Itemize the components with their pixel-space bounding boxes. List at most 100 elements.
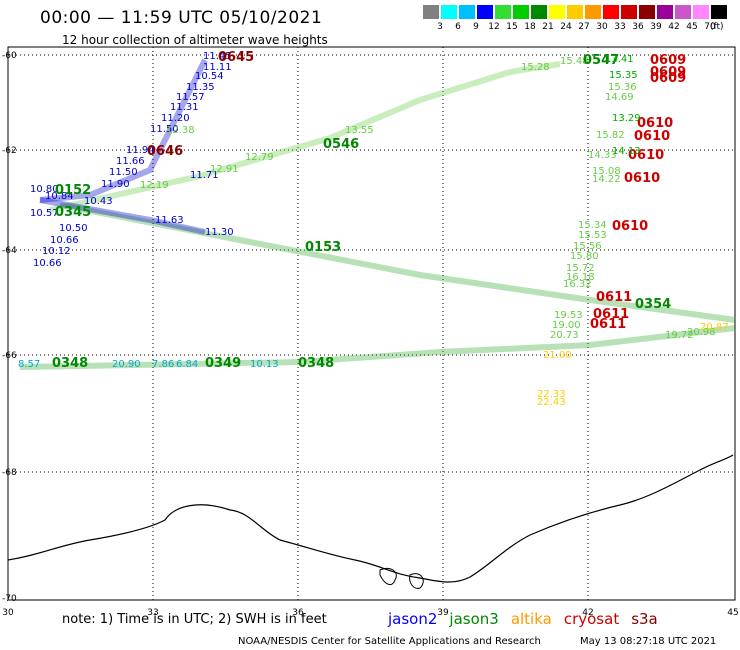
legend-altika: altika bbox=[510, 610, 552, 628]
wave-height-label: 15.56 bbox=[573, 241, 602, 252]
wave-height-label: 10.57 bbox=[30, 208, 59, 219]
wave-height-label: 11.63 bbox=[155, 215, 184, 226]
wave-height-label: 7.86 bbox=[152, 359, 174, 370]
wave-height-label: 11.66 bbox=[116, 156, 145, 167]
wave-height-label: 15.72 bbox=[566, 263, 595, 274]
lat-tick-label: -62 bbox=[2, 146, 17, 156]
coastline-island bbox=[409, 573, 424, 589]
wave-height-label: 11.35 bbox=[186, 82, 215, 93]
wave-height-label: 15.08 bbox=[592, 166, 621, 177]
satellite-track bbox=[19, 325, 736, 370]
wave-height-label: 11.31 bbox=[170, 102, 199, 113]
scale-swatch bbox=[585, 5, 601, 19]
scale-label: 70 bbox=[704, 22, 716, 32]
wave-height-label: 0609 bbox=[650, 71, 686, 86]
wave-height-label: 0610 bbox=[628, 148, 664, 163]
scale-swatch bbox=[657, 5, 673, 19]
wave-height-label: 11.90 bbox=[101, 179, 130, 190]
wave-height-label: 10.50 bbox=[59, 223, 88, 234]
wave-height-label: 15.34 bbox=[578, 220, 607, 231]
scale-label: 24 bbox=[560, 22, 572, 32]
wave-height-label: 13.55 bbox=[345, 125, 374, 136]
wave-height-label: 12.91 bbox=[210, 164, 239, 175]
wave-height-label: 0153 bbox=[305, 240, 341, 255]
wave-height-label: 8.57 bbox=[18, 359, 40, 370]
map-frame bbox=[7, 46, 736, 601]
scale-swatch bbox=[549, 5, 565, 19]
coastline-island bbox=[379, 567, 397, 586]
wave-height-label: 0546 bbox=[323, 137, 359, 152]
wave-height-label: 15.80 bbox=[570, 251, 599, 262]
wave-height-label: 11.57 bbox=[176, 92, 205, 103]
wave-height-label: 14.22 bbox=[592, 174, 621, 185]
wave-height-label: 11.45 bbox=[203, 51, 232, 62]
wave-height-label: 11.20 bbox=[161, 113, 190, 124]
scale-swatch bbox=[621, 5, 637, 19]
wave-height-label: 6.84 bbox=[176, 359, 198, 370]
coastline bbox=[7, 454, 734, 583]
scale-label: 9 bbox=[473, 22, 479, 32]
lon-tick-label: 45 bbox=[727, 608, 738, 618]
scale-label: 15 bbox=[506, 22, 518, 32]
scale-swatch bbox=[477, 5, 493, 19]
wave-height-label: 11.94 bbox=[126, 145, 155, 156]
wave-height-label: 0610 bbox=[637, 116, 673, 131]
scale-label: 21 bbox=[542, 22, 554, 32]
lat-tick-label: -68 bbox=[2, 468, 17, 478]
legend-s3a: s3a bbox=[631, 610, 658, 628]
wave-height-label: 21.00 bbox=[543, 350, 572, 361]
scale-label: 42 bbox=[668, 22, 680, 32]
lon-tick-label: 39 bbox=[437, 608, 449, 618]
scale-swatch bbox=[531, 5, 547, 19]
wave-height-label: 11.71 bbox=[190, 170, 219, 181]
wave-height-label: 11.30 bbox=[205, 227, 234, 238]
wave-height-label: 0609 bbox=[650, 53, 686, 68]
wave-height-label: 12.19 bbox=[140, 180, 169, 191]
wave-height-label: 15.48 bbox=[560, 56, 589, 67]
scale-swatch bbox=[513, 5, 529, 19]
lon-tick-label: 33 bbox=[147, 608, 158, 618]
wave-height-label: 15.35 bbox=[609, 70, 638, 81]
lat-tick-label: -66 bbox=[2, 351, 17, 361]
scale-swatch bbox=[567, 5, 583, 19]
wave-height-label: 20.73 bbox=[550, 330, 579, 341]
satellite-track bbox=[59, 202, 736, 323]
wave-height-label: 10.84 bbox=[45, 191, 74, 202]
scale-swatch bbox=[639, 5, 655, 19]
page-subtitle: 12 hour collection of altimeter wave hei… bbox=[62, 33, 328, 47]
wave-height-label: 15.53 bbox=[578, 230, 607, 241]
scale-label: 45 bbox=[686, 22, 698, 32]
wave-height-label: 0547 bbox=[583, 53, 619, 68]
scale-label: 3 bbox=[437, 22, 443, 32]
lat-tick-label: -64 bbox=[2, 246, 17, 256]
wave-height-label: 15.82 bbox=[596, 130, 625, 141]
page-title: 00:00 — 11:59 UTC 05/10/2021 bbox=[40, 8, 323, 28]
legend-jason2: jason2 bbox=[388, 610, 438, 628]
scale-swatch bbox=[459, 5, 475, 19]
satellite-track bbox=[39, 197, 206, 235]
wave-height-label: 10.12 bbox=[42, 246, 71, 257]
wave-height-label: 0610 bbox=[634, 129, 670, 144]
scale-label: 27 bbox=[578, 22, 590, 32]
wave-height-label: 10.43 bbox=[84, 196, 113, 207]
wave-height-label: 19.72 bbox=[665, 330, 694, 341]
scale-label: 18 bbox=[524, 22, 536, 32]
wave-height-label: 10.66 bbox=[50, 235, 79, 246]
wave-height-label: 0609 bbox=[650, 65, 686, 80]
wave-height-label: 0645 bbox=[218, 50, 254, 65]
scale-swatch bbox=[675, 5, 691, 19]
satellite-legend: jason2 jason3 altika cryosat s3a bbox=[388, 610, 670, 628]
wave-height-label: 11.11 bbox=[203, 62, 232, 73]
wave-height-label: 15.28 bbox=[521, 62, 550, 73]
satellite-track bbox=[39, 58, 208, 203]
wave-height-label: 0611 bbox=[596, 290, 632, 305]
wave-height-label: 0348 bbox=[52, 356, 88, 371]
credit-text: NOAA/NESDIS Center for Satellite Applica… bbox=[238, 636, 541, 647]
scale-label: 12 bbox=[488, 22, 500, 32]
scale-swatch bbox=[603, 5, 619, 19]
wave-height-label: 11.50 bbox=[150, 124, 179, 135]
wave-height-label: 14.69 bbox=[605, 92, 634, 103]
wave-height-label: 20.87 bbox=[700, 322, 729, 333]
wave-height-label: 10.80 bbox=[30, 184, 59, 195]
